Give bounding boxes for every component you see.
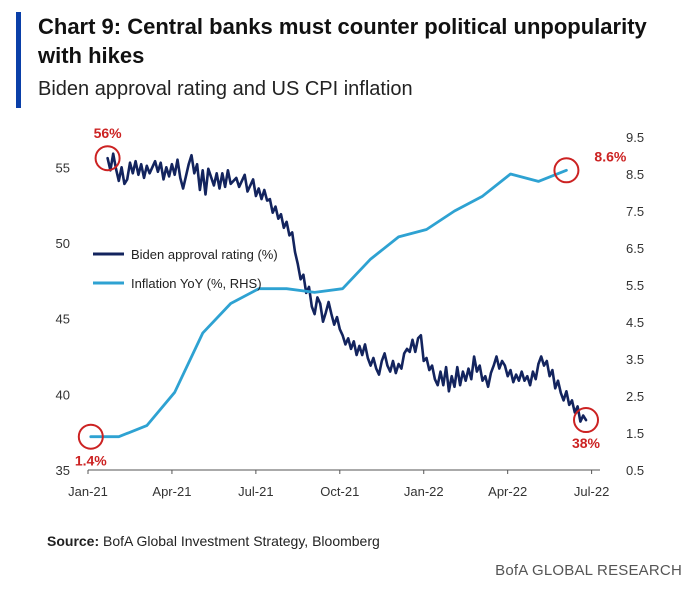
y-right-tick-label: 3.5: [626, 352, 644, 367]
annotation-label: 8.6%: [594, 148, 626, 164]
brand-label: BofA GLOBAL RESEARCH: [495, 562, 682, 579]
x-tick-label: Jan-22: [404, 484, 444, 499]
y-left-tick-label: 35: [56, 463, 70, 478]
x-tick-label: Apr-22: [488, 484, 527, 499]
y-right-tick-label: 4.5: [626, 315, 644, 330]
annotation-circle: [573, 407, 600, 434]
x-tick-label: Oct-21: [320, 484, 359, 499]
y-right-tick-label: 9.5: [626, 130, 644, 145]
chart-title: Chart 9: Central banks must counter poli…: [38, 14, 647, 68]
y-right-tick-label: 5.5: [626, 278, 644, 293]
y-right-tick-label: 7.5: [626, 204, 644, 219]
annotation-circle: [77, 423, 104, 450]
annotation-circle: [553, 157, 580, 184]
annotation-label: 1.4%: [75, 453, 107, 469]
y-right-tick-label: 2.5: [626, 389, 644, 404]
y-right-tick-label: 6.5: [626, 241, 644, 256]
source-note: Source: BofA Global Investment Strategy,…: [47, 533, 380, 549]
y-left-tick-label: 45: [56, 312, 70, 327]
y-right-tick-label: 1.5: [626, 426, 644, 441]
y-left-tick-label: 40: [56, 387, 70, 402]
source-label: Source:: [47, 533, 100, 549]
annotation-circle: [94, 145, 121, 172]
x-tick-label: Apr-21: [152, 484, 191, 499]
x-tick-label: Jan-21: [68, 484, 108, 499]
legend-label-inflation: Inflation YoY (%, RHS): [131, 276, 262, 291]
chart-subtitle: Biden approval rating and US CPI inflati…: [38, 78, 413, 100]
y-left-tick-label: 55: [56, 160, 70, 175]
source-text: BofA Global Investment Strategy, Bloombe…: [103, 533, 380, 549]
x-tick-label: Jul-22: [574, 484, 609, 499]
approval-rating-line: [106, 152, 588, 423]
y-left-tick-label: 50: [56, 236, 70, 251]
title-accent-bar: [16, 12, 21, 108]
annotation-label: 56%: [94, 125, 123, 141]
y-right-tick-label: 8.5: [626, 167, 644, 182]
x-tick-label: Jul-21: [238, 484, 273, 499]
annotation-label: 38%: [572, 435, 601, 451]
legend-label-approval: Biden approval rating (%): [131, 247, 278, 262]
y-right-tick-label: 0.5: [626, 463, 644, 478]
inflation-line: [89, 168, 568, 439]
